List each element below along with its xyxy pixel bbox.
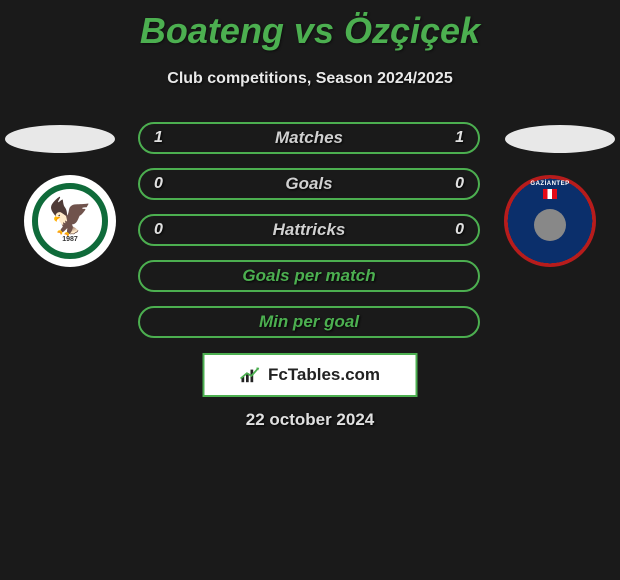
stat-right-value: 0 xyxy=(444,175,464,193)
page-title: Boateng vs Özçiçek xyxy=(0,0,620,52)
team-crest-left-year: 1987 xyxy=(62,236,78,243)
player-photo-right-placeholder xyxy=(505,125,615,153)
team-crest-left: 🦅 1987 xyxy=(24,175,116,267)
stat-row-mpg: Min per goal xyxy=(138,306,480,338)
stat-label: Min per goal xyxy=(259,312,359,332)
brand-badge: FcTables.com xyxy=(203,353,418,397)
stat-right-value: 1 xyxy=(444,129,464,147)
player-photo-left-placeholder xyxy=(5,125,115,153)
flag-icon xyxy=(543,189,557,199)
stat-label: Goals xyxy=(285,174,332,194)
stat-row-hattricks: 0 Hattricks 0 xyxy=(138,214,480,246)
stat-row-gpm: Goals per match xyxy=(138,260,480,292)
stat-left-value: 0 xyxy=(154,175,174,193)
eagle-icon: 🦅 xyxy=(48,199,93,235)
page-subtitle: Club competitions, Season 2024/2025 xyxy=(0,70,620,88)
stat-left-value: 0 xyxy=(154,221,174,239)
team-crest-left-ring: 🦅 1987 xyxy=(32,183,108,259)
stat-label: Goals per match xyxy=(242,266,375,286)
team-crest-right: GAZİANTEP xyxy=(504,175,596,267)
brand-text: FcTables.com xyxy=(268,365,380,385)
ball-icon xyxy=(534,209,566,241)
stat-row-matches: 1 Matches 1 xyxy=(138,122,480,154)
stat-right-value: 0 xyxy=(444,221,464,239)
stat-label: Hattricks xyxy=(273,220,346,240)
stat-left-value: 1 xyxy=(154,129,174,147)
date-label: 22 october 2024 xyxy=(0,410,620,430)
team-crest-right-text: GAZİANTEP xyxy=(530,181,569,187)
stat-row-goals: 0 Goals 0 xyxy=(138,168,480,200)
stat-label: Matches xyxy=(275,128,343,148)
chart-icon xyxy=(240,366,262,384)
stats-panel: 1 Matches 1 0 Goals 0 0 Hattricks 0 Goal… xyxy=(138,122,480,352)
